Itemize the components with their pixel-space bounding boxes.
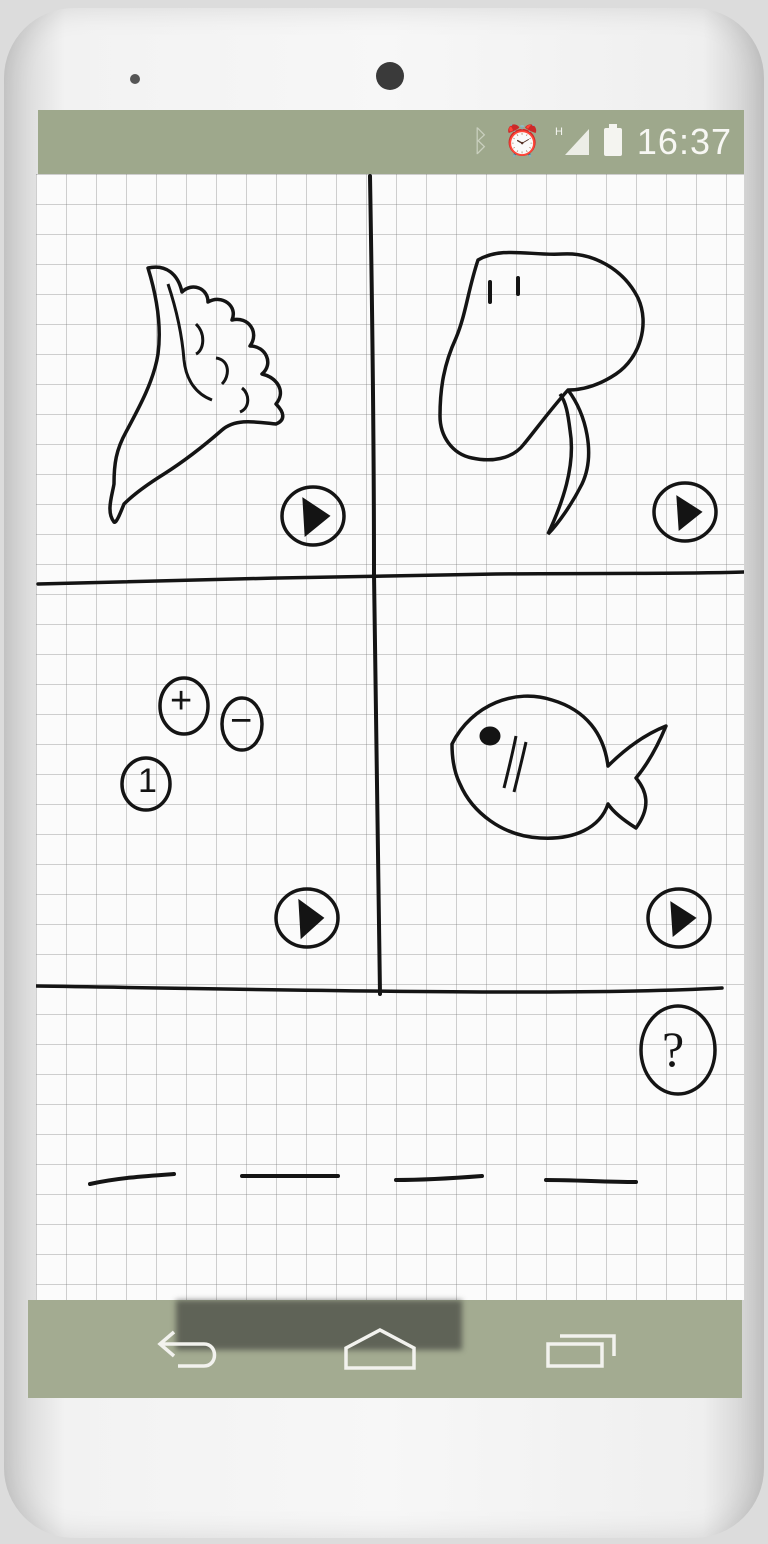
play-sound-lettuce-button[interactable] xyxy=(280,482,346,548)
lettuce-drawing xyxy=(108,265,285,524)
tile-lettuce[interactable] xyxy=(36,174,370,578)
help-icon xyxy=(639,1004,717,1096)
play-icon xyxy=(280,485,346,547)
tile-fish[interactable] xyxy=(376,578,744,988)
number-keys-drawing xyxy=(120,676,264,812)
play-icon xyxy=(652,481,718,543)
recents-icon xyxy=(546,1334,616,1368)
nav-shadow xyxy=(176,1300,462,1350)
help-button[interactable]: ? xyxy=(638,1002,718,1098)
home-button[interactable] xyxy=(336,1322,426,1378)
beetroot-drawing xyxy=(438,250,645,536)
status-time: 16:37 xyxy=(636,121,732,162)
answer-slots xyxy=(88,1172,638,1186)
play-icon xyxy=(274,887,340,949)
game-screen: + − 1 ? xyxy=(36,174,744,1300)
play-icon xyxy=(646,887,712,949)
battery-icon xyxy=(603,123,623,161)
fish-drawing xyxy=(450,694,668,840)
home-icon xyxy=(344,1328,416,1370)
tile-beetroot[interactable] xyxy=(372,174,744,574)
proximity-sensor xyxy=(130,74,140,84)
plus-key[interactable]: + xyxy=(170,680,193,722)
alarm-icon: ⏰ xyxy=(503,125,541,158)
one-key[interactable]: 1 xyxy=(138,762,157,800)
grid-dividers xyxy=(36,174,744,996)
svg-text:H: H xyxy=(555,126,563,138)
tile-number-keys: + − 1 xyxy=(36,580,374,986)
help-label: ? xyxy=(662,1021,685,1077)
front-camera xyxy=(376,62,404,90)
status-bar: ᛒ ⏰ H 16:37 xyxy=(38,110,744,174)
back-button[interactable] xyxy=(148,1322,238,1378)
signal-h-icon: H xyxy=(555,125,589,160)
play-sound-beetroot-button[interactable] xyxy=(652,478,718,544)
minus-key[interactable]: − xyxy=(230,700,253,742)
play-sound-fish-button[interactable] xyxy=(646,884,712,950)
back-icon xyxy=(157,1330,217,1368)
play-sound-numbers-button[interactable] xyxy=(274,884,340,950)
bluetooth-icon: ᛒ xyxy=(471,125,490,158)
recents-button[interactable] xyxy=(538,1322,628,1378)
